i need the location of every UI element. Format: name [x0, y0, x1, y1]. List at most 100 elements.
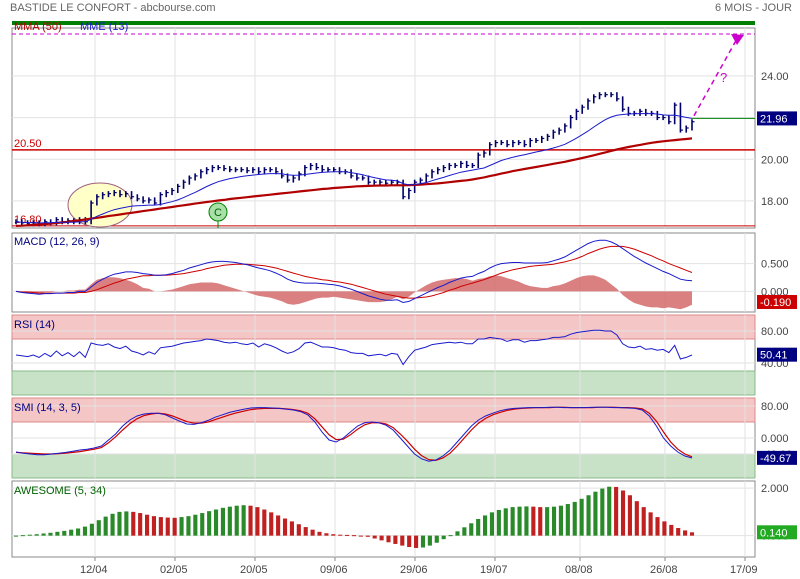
awesome-bar	[593, 491, 598, 536]
awesome-bar	[241, 505, 246, 536]
awesome-bar	[103, 516, 108, 536]
awesome-bar	[96, 520, 101, 536]
awesome-bar	[517, 506, 522, 536]
x-tick-label: 17/09	[730, 564, 758, 576]
macd-histogram	[16, 275, 692, 310]
rsi-title: RSI (14)	[14, 319, 55, 331]
awesome-bar	[158, 517, 163, 536]
legend-mma: MMA (50)	[14, 21, 62, 33]
awesome-bar	[407, 535, 412, 548]
x-tick-label: 20/05	[240, 564, 268, 576]
y-tick-label: 2.000	[761, 483, 789, 495]
smi-line	[15, 406, 693, 462]
awesome-bar	[138, 513, 143, 536]
awesome-bar	[414, 535, 419, 548]
x-axis: 12/04 02/05 20/05 09/06 29/06 19/07 08/08 26/08…	[80, 557, 758, 576]
awesome-bar	[34, 534, 39, 536]
awesome-bar	[55, 531, 60, 536]
y-tick-label: 80.00	[761, 401, 789, 413]
x-tick-label: 02/05	[160, 564, 188, 576]
awesome-bar	[662, 521, 667, 536]
awesome-bar	[193, 514, 198, 536]
awesome-bar	[213, 509, 219, 536]
rsi-last-value: 50.41	[760, 350, 788, 362]
awesome-bar	[310, 529, 315, 536]
y-tick-label: 0.000	[761, 433, 789, 445]
support-label: 20.50	[14, 138, 42, 150]
x-tick-label: 26/08	[650, 564, 678, 576]
awesome-last-value: 0.140	[760, 527, 788, 539]
awesome-bar	[510, 507, 515, 536]
awesome-bar	[386, 535, 391, 543]
awesome-bar	[476, 519, 481, 536]
awesome-bar	[20, 535, 25, 537]
awesome-bar	[434, 535, 439, 543]
awesome-bar	[689, 532, 695, 536]
x-tick-label: 19/07	[480, 564, 508, 576]
awesome-bar	[524, 506, 529, 536]
awesome-bar	[572, 501, 577, 536]
awesome-last-value-bg	[757, 525, 797, 540]
awesome-bar	[655, 517, 660, 536]
target-arrow-line	[693, 36, 739, 117]
awesome-title: AWESOME (5, 34)	[14, 485, 106, 497]
awesome-bar	[276, 515, 281, 536]
smi-last-value: -49.67	[760, 453, 791, 465]
awesome-bar	[179, 517, 184, 536]
awesome-bar	[503, 508, 508, 536]
awesome-bar	[248, 505, 253, 536]
awesome-bar	[262, 509, 267, 536]
x-tick-label: 08/08	[565, 564, 593, 576]
mma-50-line	[15, 137, 693, 227]
price-last-value: 21.96	[760, 113, 788, 125]
rsi-line	[15, 329, 693, 366]
smi-overbought-zone	[11, 397, 756, 423]
rsi-oversold-zone	[11, 370, 756, 396]
awesome-bar	[62, 530, 67, 536]
awesome-bar	[124, 511, 129, 536]
awesome-bar	[220, 507, 225, 536]
price-panel: 24.0022.0020.0018.0020.5016.80C?21.96MMA…	[12, 21, 797, 228]
awesome-bar	[207, 511, 212, 536]
awesome-bar	[317, 531, 322, 536]
rsi-overbought-zone	[11, 314, 756, 340]
awesome-bar	[69, 529, 74, 536]
rsi-last-value-bg	[757, 347, 797, 362]
awesome-bar	[620, 490, 626, 536]
smi-last-value-bg	[757, 450, 797, 465]
awesome-bar	[607, 486, 612, 536]
smi-oversold-zone	[11, 453, 756, 479]
awesome-bar	[427, 535, 432, 546]
event-marker	[208, 202, 228, 222]
awesome-bar	[48, 532, 53, 536]
smi-title: SMI (14, 3, 5)	[14, 402, 81, 414]
awesome-bar	[448, 535, 453, 537]
awesome-bar	[282, 518, 288, 536]
x-tick-label: 29/06	[400, 564, 428, 576]
awesome-bar	[151, 516, 157, 536]
awesome-bar	[200, 513, 205, 536]
awesome-bar	[255, 507, 260, 536]
awesome-bar	[379, 535, 384, 541]
awesome-bar	[351, 535, 357, 537]
x-tick-label: 12/04	[80, 564, 108, 576]
awesome-bar	[186, 516, 191, 536]
awesome-bar	[441, 535, 446, 540]
awesome-bar	[27, 534, 32, 536]
target-arrow-head	[731, 34, 744, 45]
awesome-bar	[393, 535, 398, 544]
y-tick-label: 80.00	[761, 326, 789, 338]
y-tick-label: 18.00	[761, 196, 789, 208]
y-tick-label: 24.00	[761, 71, 789, 83]
awesome-bar	[165, 517, 170, 536]
awesome-bar	[289, 521, 294, 536]
awesome-bar	[669, 524, 674, 536]
awesome-bar	[600, 488, 605, 536]
awesome-bar	[13, 535, 19, 537]
awesome-bar	[331, 534, 336, 536]
y-tick-label: 0.500	[761, 259, 789, 271]
awesome-bar	[579, 498, 584, 536]
